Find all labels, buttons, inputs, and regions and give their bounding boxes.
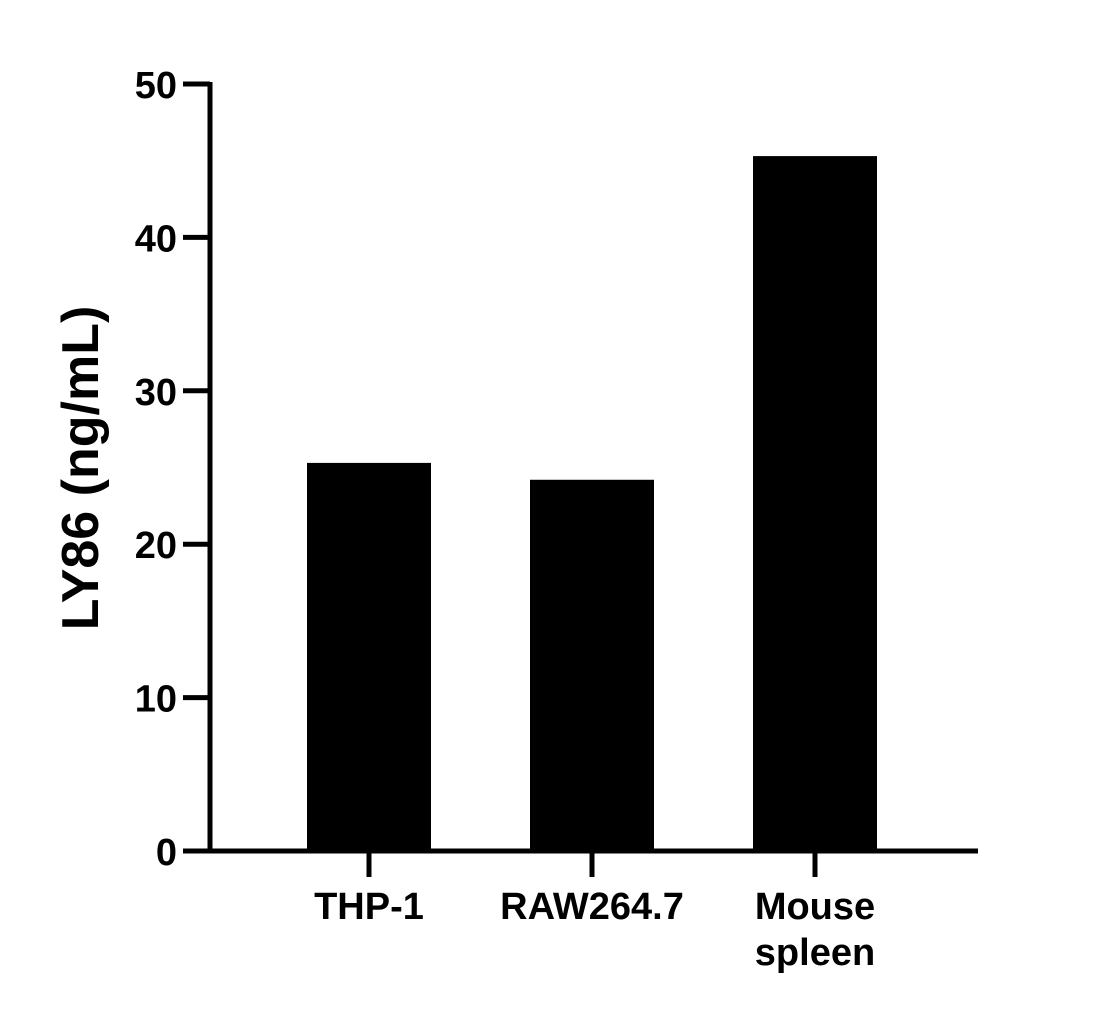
x-tick-label-line: RAW264.7 (500, 886, 684, 928)
bar-raw264-7 (530, 479, 654, 851)
x-tick-label-line: Mouse (755, 886, 875, 928)
y-tick-label-30: 30 (135, 372, 177, 414)
x-ticks-group: THP-1 RAW264.7 Mouse spleen (314, 851, 875, 974)
bar-thp-1 (307, 462, 431, 851)
y-tick-label-50: 50 (135, 65, 177, 107)
bars-group (307, 156, 877, 851)
y-tick-label-40: 40 (135, 218, 177, 260)
bar-mouse-spleen (753, 156, 877, 851)
x-tick-label-line: spleen (755, 932, 875, 974)
x-tick-label-thp-1: THP-1 (314, 886, 424, 928)
x-tick-label-raw264-7: RAW264.7 (500, 886, 684, 928)
y-ticks-group: 0 10 20 30 40 50 (135, 65, 210, 874)
y-tick-label-0: 0 (156, 832, 177, 874)
x-tick-label-line: THP-1 (314, 886, 424, 928)
y-tick-label-10: 10 (135, 679, 177, 721)
y-tick-label-20: 20 (135, 525, 177, 567)
y-axis-title: LY86 (ng/mL) (52, 306, 110, 631)
x-tick-label-mouse-spleen: Mouse spleen (755, 886, 875, 974)
